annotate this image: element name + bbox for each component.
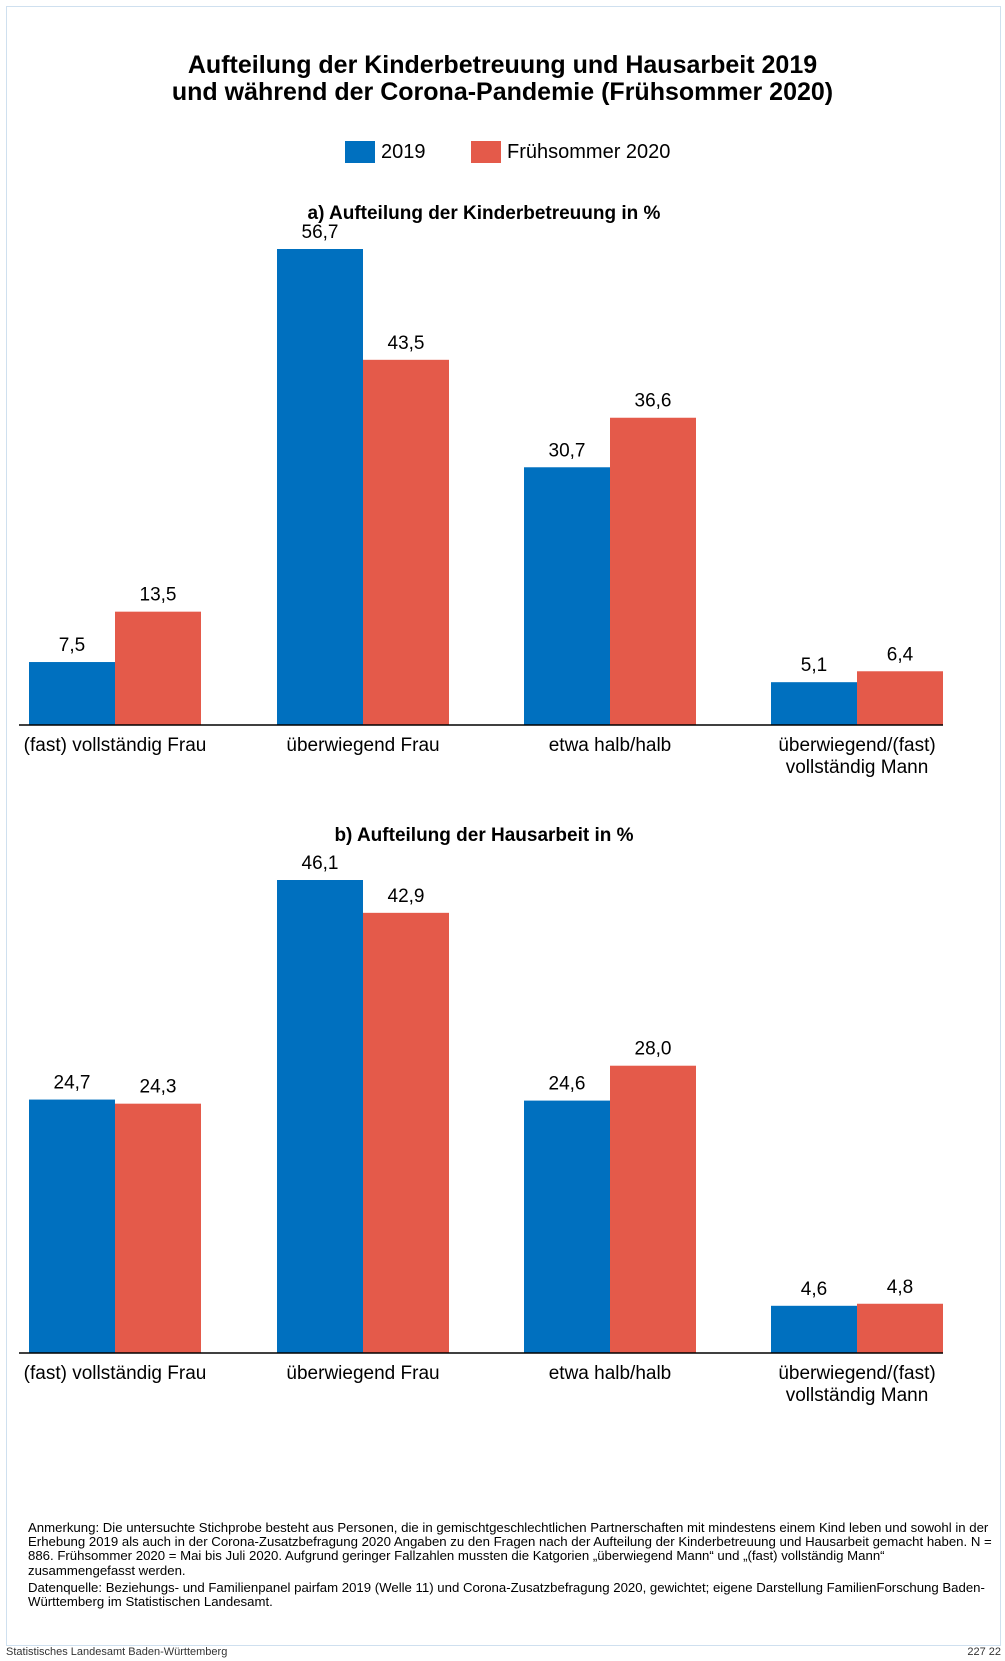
bar-0-1-1 xyxy=(363,359,449,725)
source-text: Datenquelle: Beziehungs- und Familienpan… xyxy=(28,1579,985,1610)
note-text: Anmerkung: Die untersuchte Stichprobe be… xyxy=(28,1520,992,1578)
footnote: Anmerkung: Die untersuchte Stichprobe be… xyxy=(28,1520,993,1612)
data-label-0-2-1: 36,6 xyxy=(635,391,672,412)
data-label-1-3-0: 4,6 xyxy=(801,1279,827,1300)
data-label-0-1-1: 43,5 xyxy=(388,333,425,354)
bar-1-3-1 xyxy=(857,1303,943,1353)
category-label-1-0: (fast) vollständig Frau xyxy=(24,1363,207,1384)
data-label-0-0-0: 7,5 xyxy=(59,635,85,656)
chart-frame xyxy=(6,6,1001,1646)
title-line-1: Aufteilung der Kinderbetreuung und Hausa… xyxy=(187,51,818,79)
data-label-0-0-1: 13,5 xyxy=(140,585,177,606)
bar-0-3-0 xyxy=(771,682,857,725)
bar-0-2-0 xyxy=(524,467,610,725)
data-label-1-3-1: 4,8 xyxy=(887,1277,913,1298)
data-label-1-1-1: 42,9 xyxy=(388,886,425,907)
category-label-0-2: etwa halb/halb xyxy=(549,735,672,756)
legend-label-2020: Frühsommer 2020 xyxy=(507,140,671,163)
bar-1-1-0 xyxy=(277,880,363,1353)
bar-0-1-0 xyxy=(277,249,363,725)
panel-title-1: b) Aufteilung der Hausarbeit in % xyxy=(334,825,633,846)
bar-1-3-0 xyxy=(771,1305,857,1353)
title-line-2: und während der Corona-Pandemie (Frühsom… xyxy=(171,78,834,106)
legend: 2019 Frühsommer 2020 xyxy=(0,140,1005,164)
category-label-0-3: überwiegend/(fast) xyxy=(778,735,935,756)
bar-0-0-0 xyxy=(29,662,115,725)
legend-label-2019: 2019 xyxy=(381,140,426,163)
category-label-0-0: (fast) vollständig Frau xyxy=(24,735,207,756)
legend-item-2019: 2019 xyxy=(345,140,426,164)
legend-item-2020: Frühsommer 2020 xyxy=(471,140,670,164)
bar-1-1-1 xyxy=(363,912,449,1353)
legend-swatch-2020 xyxy=(471,141,501,163)
bar-1-0-0 xyxy=(29,1099,115,1353)
footer-code: 227 22 xyxy=(967,1646,1001,1658)
bar-1-2-1 xyxy=(610,1065,696,1353)
data-label-1-1-0: 46,1 xyxy=(302,853,339,874)
category-label-1-3: überwiegend/(fast) xyxy=(778,1363,935,1384)
data-label-0-2-0: 30,7 xyxy=(549,440,586,461)
panel-title-0: a) Aufteilung der Kinderbetreuung in % xyxy=(308,203,661,224)
category-label-0-1: überwiegend Frau xyxy=(286,735,439,756)
data-label-1-2-0: 24,6 xyxy=(549,1074,586,1095)
category-label-1-2: etwa halb/halb xyxy=(549,1363,672,1384)
data-label-1-2-1: 28,0 xyxy=(635,1039,672,1060)
data-label-1-0-1: 24,3 xyxy=(140,1077,177,1098)
data-label-0-1-0: 56,7 xyxy=(302,222,339,243)
category-label-0-3-line2: vollständig Mann xyxy=(786,757,929,778)
bar-0-0-1 xyxy=(115,611,201,725)
bar-1-2-0 xyxy=(524,1100,610,1353)
category-label-1-3-line2: vollständig Mann xyxy=(786,1385,929,1406)
bar-0-2-1 xyxy=(610,417,696,725)
bar-0-3-1 xyxy=(857,671,943,725)
data-label-0-3-0: 5,1 xyxy=(801,655,827,676)
chart-title: Aufteilung der Kinderbetreuung und Hausa… xyxy=(0,52,1005,106)
legend-swatch-2019 xyxy=(345,141,375,163)
footer-publisher: Statistisches Landesamt Baden-Württember… xyxy=(6,1646,228,1658)
category-label-1-1: überwiegend Frau xyxy=(286,1363,439,1384)
data-label-1-0-0: 24,7 xyxy=(54,1073,91,1094)
bar-1-0-1 xyxy=(115,1103,201,1353)
data-label-0-3-1: 6,4 xyxy=(887,644,914,665)
